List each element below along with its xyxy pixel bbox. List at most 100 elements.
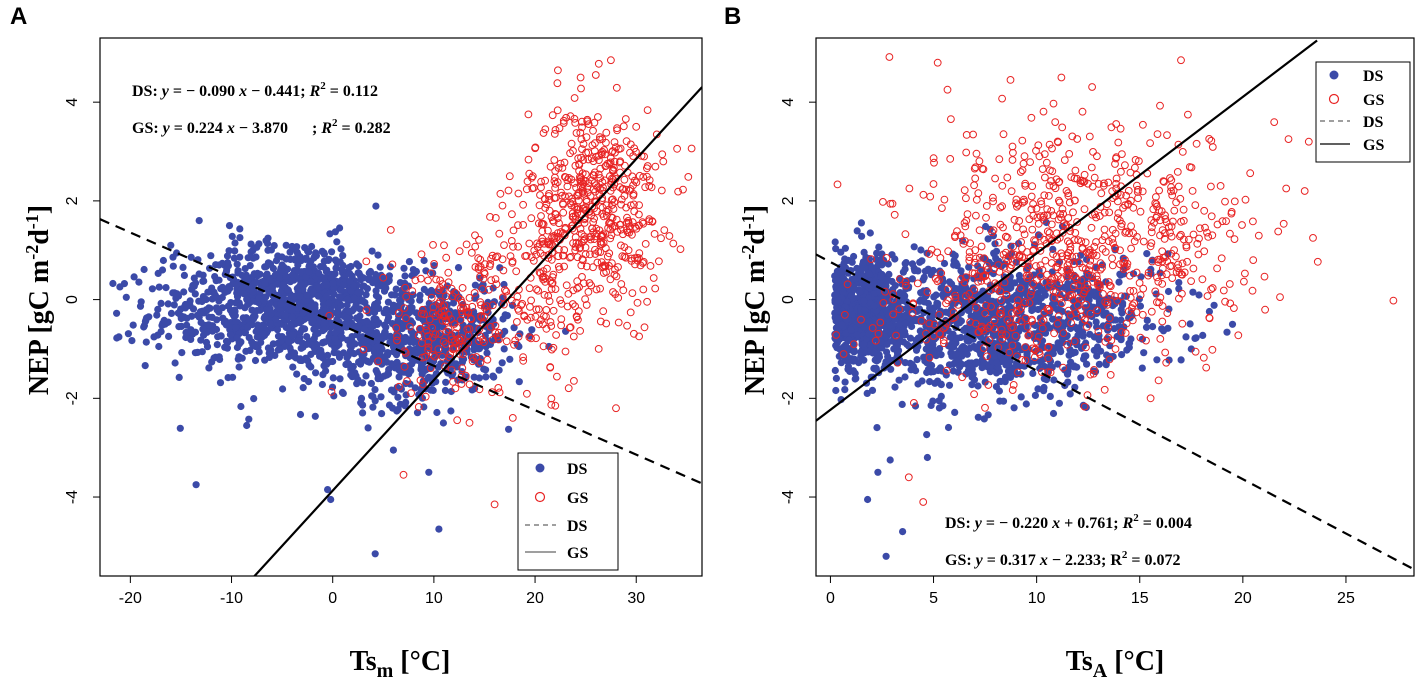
data-point-gs bbox=[947, 115, 955, 123]
data-point-gs bbox=[578, 187, 587, 195]
data-point-ds bbox=[865, 270, 874, 278]
data-point-gs bbox=[989, 197, 997, 206]
data-point-gs bbox=[476, 358, 485, 367]
data-point-ds bbox=[1123, 346, 1131, 354]
data-point-ds bbox=[427, 386, 435, 394]
data-point-gs bbox=[475, 236, 483, 244]
data-point-gs bbox=[1270, 118, 1279, 126]
data-point-gs bbox=[552, 234, 560, 243]
data-point-gs bbox=[617, 241, 625, 250]
data-point-gs bbox=[586, 235, 595, 244]
data-point-gs bbox=[1185, 163, 1194, 171]
data-point-ds bbox=[913, 356, 921, 364]
panel-a-gs-equation: GS: y = 0.224 x − 3.870 ; R2 = 0.282 bbox=[132, 117, 391, 137]
data-point-ds bbox=[1063, 370, 1072, 378]
data-point-gs bbox=[1035, 232, 1044, 241]
data-point-ds bbox=[290, 255, 298, 263]
data-point-gs bbox=[971, 174, 980, 183]
data-point-gs bbox=[1069, 271, 1077, 280]
data-point-gs bbox=[602, 138, 610, 147]
data-point-ds bbox=[415, 391, 423, 399]
panel-b-label: B bbox=[724, 3, 741, 30]
data-point-ds bbox=[191, 290, 199, 298]
data-point-ds bbox=[332, 264, 340, 272]
data-point-gs bbox=[1130, 237, 1139, 246]
data-point-ds bbox=[1054, 360, 1062, 368]
data-point-gs bbox=[468, 354, 477, 362]
data-point-gs bbox=[962, 131, 971, 139]
data-point-ds bbox=[329, 374, 337, 382]
data-point-ds bbox=[205, 364, 213, 372]
data-point-gs bbox=[568, 213, 577, 221]
data-point-ds bbox=[1005, 334, 1014, 342]
data-point-gs bbox=[400, 304, 409, 313]
data-point-ds bbox=[405, 258, 413, 266]
data-point-ds bbox=[861, 307, 869, 315]
data-point-gs bbox=[599, 307, 608, 316]
data-point-gs bbox=[542, 306, 551, 314]
data-point-ds bbox=[371, 550, 379, 558]
data-point-ds bbox=[266, 305, 274, 313]
data-point-gs bbox=[1092, 251, 1101, 260]
data-point-gs bbox=[539, 342, 548, 351]
data-point-ds bbox=[402, 398, 410, 406]
data-point-ds bbox=[284, 286, 292, 294]
data-point-ds bbox=[993, 359, 1001, 367]
data-point-ds bbox=[288, 306, 296, 314]
panel-a-x-axis: -20 -10 0 10 20 30 bbox=[119, 576, 645, 607]
data-point-gs bbox=[458, 284, 467, 292]
data-point-gs bbox=[982, 301, 990, 310]
data-point-gs bbox=[1219, 286, 1228, 295]
data-point-gs bbox=[393, 336, 401, 345]
data-point-ds bbox=[875, 243, 883, 251]
data-point-ds bbox=[505, 425, 513, 433]
data-point-ds bbox=[266, 299, 274, 307]
data-point-gs bbox=[841, 310, 849, 319]
data-point-ds bbox=[327, 495, 335, 504]
data-point-ds bbox=[173, 291, 181, 299]
data-point-gs bbox=[578, 273, 586, 281]
data-point-gs bbox=[1018, 356, 1027, 364]
data-point-gs bbox=[621, 115, 630, 123]
data-point-gs bbox=[1022, 271, 1031, 280]
data-point-ds bbox=[874, 468, 882, 476]
data-point-gs bbox=[467, 248, 476, 257]
data-point-gs bbox=[1019, 225, 1027, 234]
data-point-gs bbox=[617, 195, 626, 204]
data-point-gs bbox=[424, 276, 432, 285]
data-point-ds bbox=[113, 309, 121, 317]
data-point-gs bbox=[591, 139, 599, 148]
data-point-gs bbox=[628, 230, 636, 239]
data-point-gs bbox=[606, 234, 615, 243]
data-point-gs bbox=[1032, 337, 1041, 346]
data-point-ds bbox=[449, 309, 457, 317]
data-point-gs bbox=[971, 246, 980, 255]
data-point-ds bbox=[417, 365, 425, 374]
data-point-ds bbox=[940, 259, 949, 268]
data-point-gs bbox=[517, 301, 525, 310]
data-point-ds bbox=[337, 301, 345, 309]
data-point-gs bbox=[617, 200, 625, 209]
data-point-gs bbox=[476, 262, 485, 271]
data-point-gs bbox=[1073, 135, 1082, 143]
data-point-gs bbox=[474, 254, 483, 263]
data-point-gs bbox=[499, 293, 507, 302]
data-point-gs bbox=[633, 298, 642, 307]
data-point-ds bbox=[891, 255, 899, 263]
data-point-gs bbox=[1047, 259, 1056, 267]
data-point-gs bbox=[930, 320, 939, 329]
data-point-ds bbox=[338, 265, 346, 273]
data-point-ds bbox=[1117, 334, 1125, 343]
data-point-ds bbox=[258, 322, 266, 330]
data-point-gs bbox=[954, 301, 963, 309]
data-point-gs bbox=[655, 257, 663, 266]
data-point-gs bbox=[393, 332, 401, 341]
data-point-ds bbox=[905, 314, 913, 322]
data-point-gs bbox=[485, 262, 494, 271]
data-point-ds bbox=[990, 249, 998, 257]
data-point-ds bbox=[362, 372, 370, 380]
data-point-ds bbox=[174, 309, 182, 317]
data-point-ds bbox=[373, 343, 382, 351]
data-point-gs bbox=[550, 177, 559, 186]
data-point-gs bbox=[468, 357, 477, 366]
